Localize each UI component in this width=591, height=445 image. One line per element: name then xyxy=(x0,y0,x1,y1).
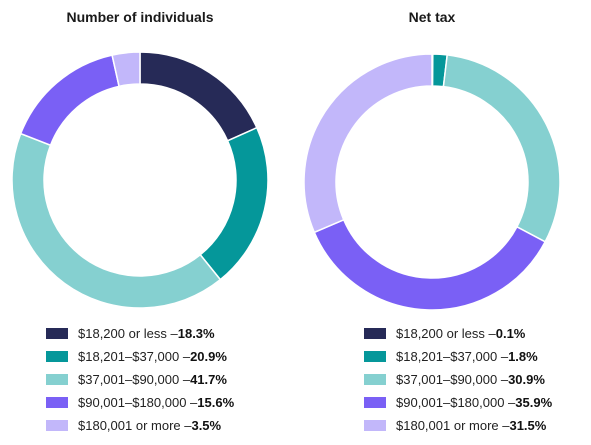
legend-value: 35.9% xyxy=(515,395,553,410)
donut-slice-90-001-180-000 xyxy=(313,218,547,311)
legend-swatch xyxy=(364,420,386,431)
legend-label: $90,001–$180,000 – xyxy=(78,395,198,410)
legend-value: 31.5% xyxy=(509,418,547,433)
legend-swatch xyxy=(46,328,68,339)
legend-swatch xyxy=(364,374,386,385)
chart-number-of-individuals: Number of individuals $18,200 or less – … xyxy=(0,0,295,445)
legend: $18,200 or less – 18.3% $18,201–$37,000 –… xyxy=(46,322,234,437)
legend-swatch xyxy=(46,374,68,385)
legend-item-18-200-or-less: $18,200 or less – 18.3% xyxy=(46,322,234,345)
legend-value: 41.7% xyxy=(190,372,227,387)
legend-swatch xyxy=(364,328,386,339)
legend-value: 20.9% xyxy=(190,349,227,364)
legend-item-18-201-37-000: $18,201–$37,000 – 1.8% xyxy=(364,345,552,368)
donut-net-tax xyxy=(303,53,561,311)
legend-item-37-001-90-000: $37,001–$90,000 – 41.7% xyxy=(46,368,234,391)
legend-label: $90,001–$180,000 – xyxy=(396,395,516,410)
legend-label: $37,001–$90,000 – xyxy=(78,372,191,387)
legend-swatch xyxy=(364,397,386,408)
donut-slice-180-001-or-more xyxy=(303,53,433,234)
legend-label: $37,001–$90,000 – xyxy=(396,372,509,387)
donut-number-of-individuals xyxy=(11,51,269,309)
legend-item-180-001-or-more: $180,001 or more – 31.5% xyxy=(364,414,552,437)
legend-item-18-201-37-000: $18,201–$37,000 – 20.9% xyxy=(46,345,234,368)
legend-value: 15.6% xyxy=(197,395,235,410)
legend-label: $180,001 or more – xyxy=(396,418,510,433)
legend-label: $18,201–$37,000 – xyxy=(78,349,191,364)
donut-slice-90-001-180-000 xyxy=(19,54,120,147)
legend-value: 1.8% xyxy=(508,349,538,364)
legend: $18,200 or less – 0.1% $18,201–$37,000 – … xyxy=(364,322,552,437)
legend-value: 0.1% xyxy=(495,326,526,341)
donut-slice-18-200-or-less xyxy=(139,51,258,142)
legend-value: 30.9% xyxy=(508,372,545,387)
legend-label: $18,200 or less – xyxy=(396,326,496,341)
legend-item-18-200-or-less: $18,200 or less – 0.1% xyxy=(364,322,552,345)
legend-label: $18,201–$37,000 – xyxy=(396,349,509,364)
donut-slice-18-201-37-000 xyxy=(199,126,269,281)
legend-item-180-001-or-more: $180,001 or more – 3.5% xyxy=(46,414,234,437)
chart-title: Number of individuals xyxy=(66,9,214,25)
legend-label: $18,200 or less – xyxy=(78,326,178,341)
legend-label: $180,001 or more – xyxy=(78,418,192,433)
donut-slice-37-001-90-000 xyxy=(442,54,561,243)
legend-swatch xyxy=(46,351,68,362)
legend-value: 18.3% xyxy=(177,326,215,341)
legend-item-37-001-90-000: $37,001–$90,000 – 30.9% xyxy=(364,368,552,391)
legend-item-90-001-180-000: $90,001–$180,000 – 15.6% xyxy=(46,391,234,414)
legend-swatch xyxy=(46,420,68,431)
legend-swatch xyxy=(46,397,68,408)
legend-value: 3.5% xyxy=(191,418,222,433)
legend-swatch xyxy=(364,351,386,362)
legend-item-90-001-180-000: $90,001–$180,000 – 35.9% xyxy=(364,391,552,414)
chart-title: Net tax xyxy=(408,9,456,25)
chart-net-tax: Net tax $18,200 or less – 0.1% $18,201–$3… xyxy=(296,0,591,445)
donut-slice-180-001-or-more xyxy=(111,51,141,88)
donut-slice-37-001-90-000 xyxy=(11,132,222,309)
